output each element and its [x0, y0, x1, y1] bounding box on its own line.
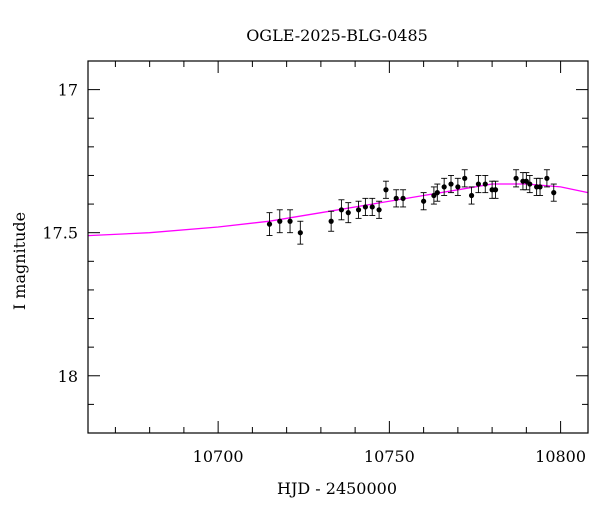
data-point [455, 184, 461, 190]
x-tick-label: 10750 [364, 447, 415, 466]
data-point [400, 195, 406, 201]
data-point [434, 190, 440, 196]
data-point [383, 187, 389, 193]
data-point [297, 230, 303, 236]
data-point [537, 184, 543, 190]
data-point [345, 210, 351, 216]
data-point [448, 181, 454, 187]
data-point [527, 181, 533, 187]
data-point [475, 181, 482, 187]
data-point [431, 192, 437, 199]
data-point [266, 221, 273, 227]
y-tick-label: 18 [58, 367, 78, 386]
model-curve-layer [87, 183, 589, 237]
x-tick-label: 10800 [535, 447, 586, 466]
y-tick-label: 17 [58, 81, 78, 100]
model-curve-line [87, 183, 589, 237]
data-point [338, 207, 345, 213]
data-point [441, 184, 447, 190]
data-point [369, 204, 375, 210]
plot-frame [87, 60, 589, 434]
data-point [482, 181, 488, 187]
chart-title: OGLE-2025-BLG-0485 [246, 26, 428, 45]
data-point [362, 204, 368, 210]
data-point [376, 207, 382, 213]
data-point [277, 218, 283, 224]
data-point [287, 218, 293, 224]
data-point [492, 187, 499, 193]
data-point [544, 175, 550, 181]
data-points-layer [266, 169, 557, 245]
data-point [513, 175, 519, 181]
y-tick-label: 17.5 [42, 224, 78, 243]
y-axis-label: I magnitude [10, 212, 29, 310]
data-point [421, 198, 427, 204]
x-axis-label: HJD - 2450000 [277, 479, 397, 498]
data-point [523, 178, 529, 184]
data-point [328, 218, 334, 224]
data-point [551, 190, 557, 196]
data-point [468, 192, 475, 199]
data-point [462, 175, 468, 181]
data-point [393, 195, 399, 201]
axes-layer: 10700 10750 10800 17 17.5 18 [42, 60, 589, 466]
data-point [355, 207, 362, 213]
x-tick-label: 10700 [193, 447, 244, 466]
